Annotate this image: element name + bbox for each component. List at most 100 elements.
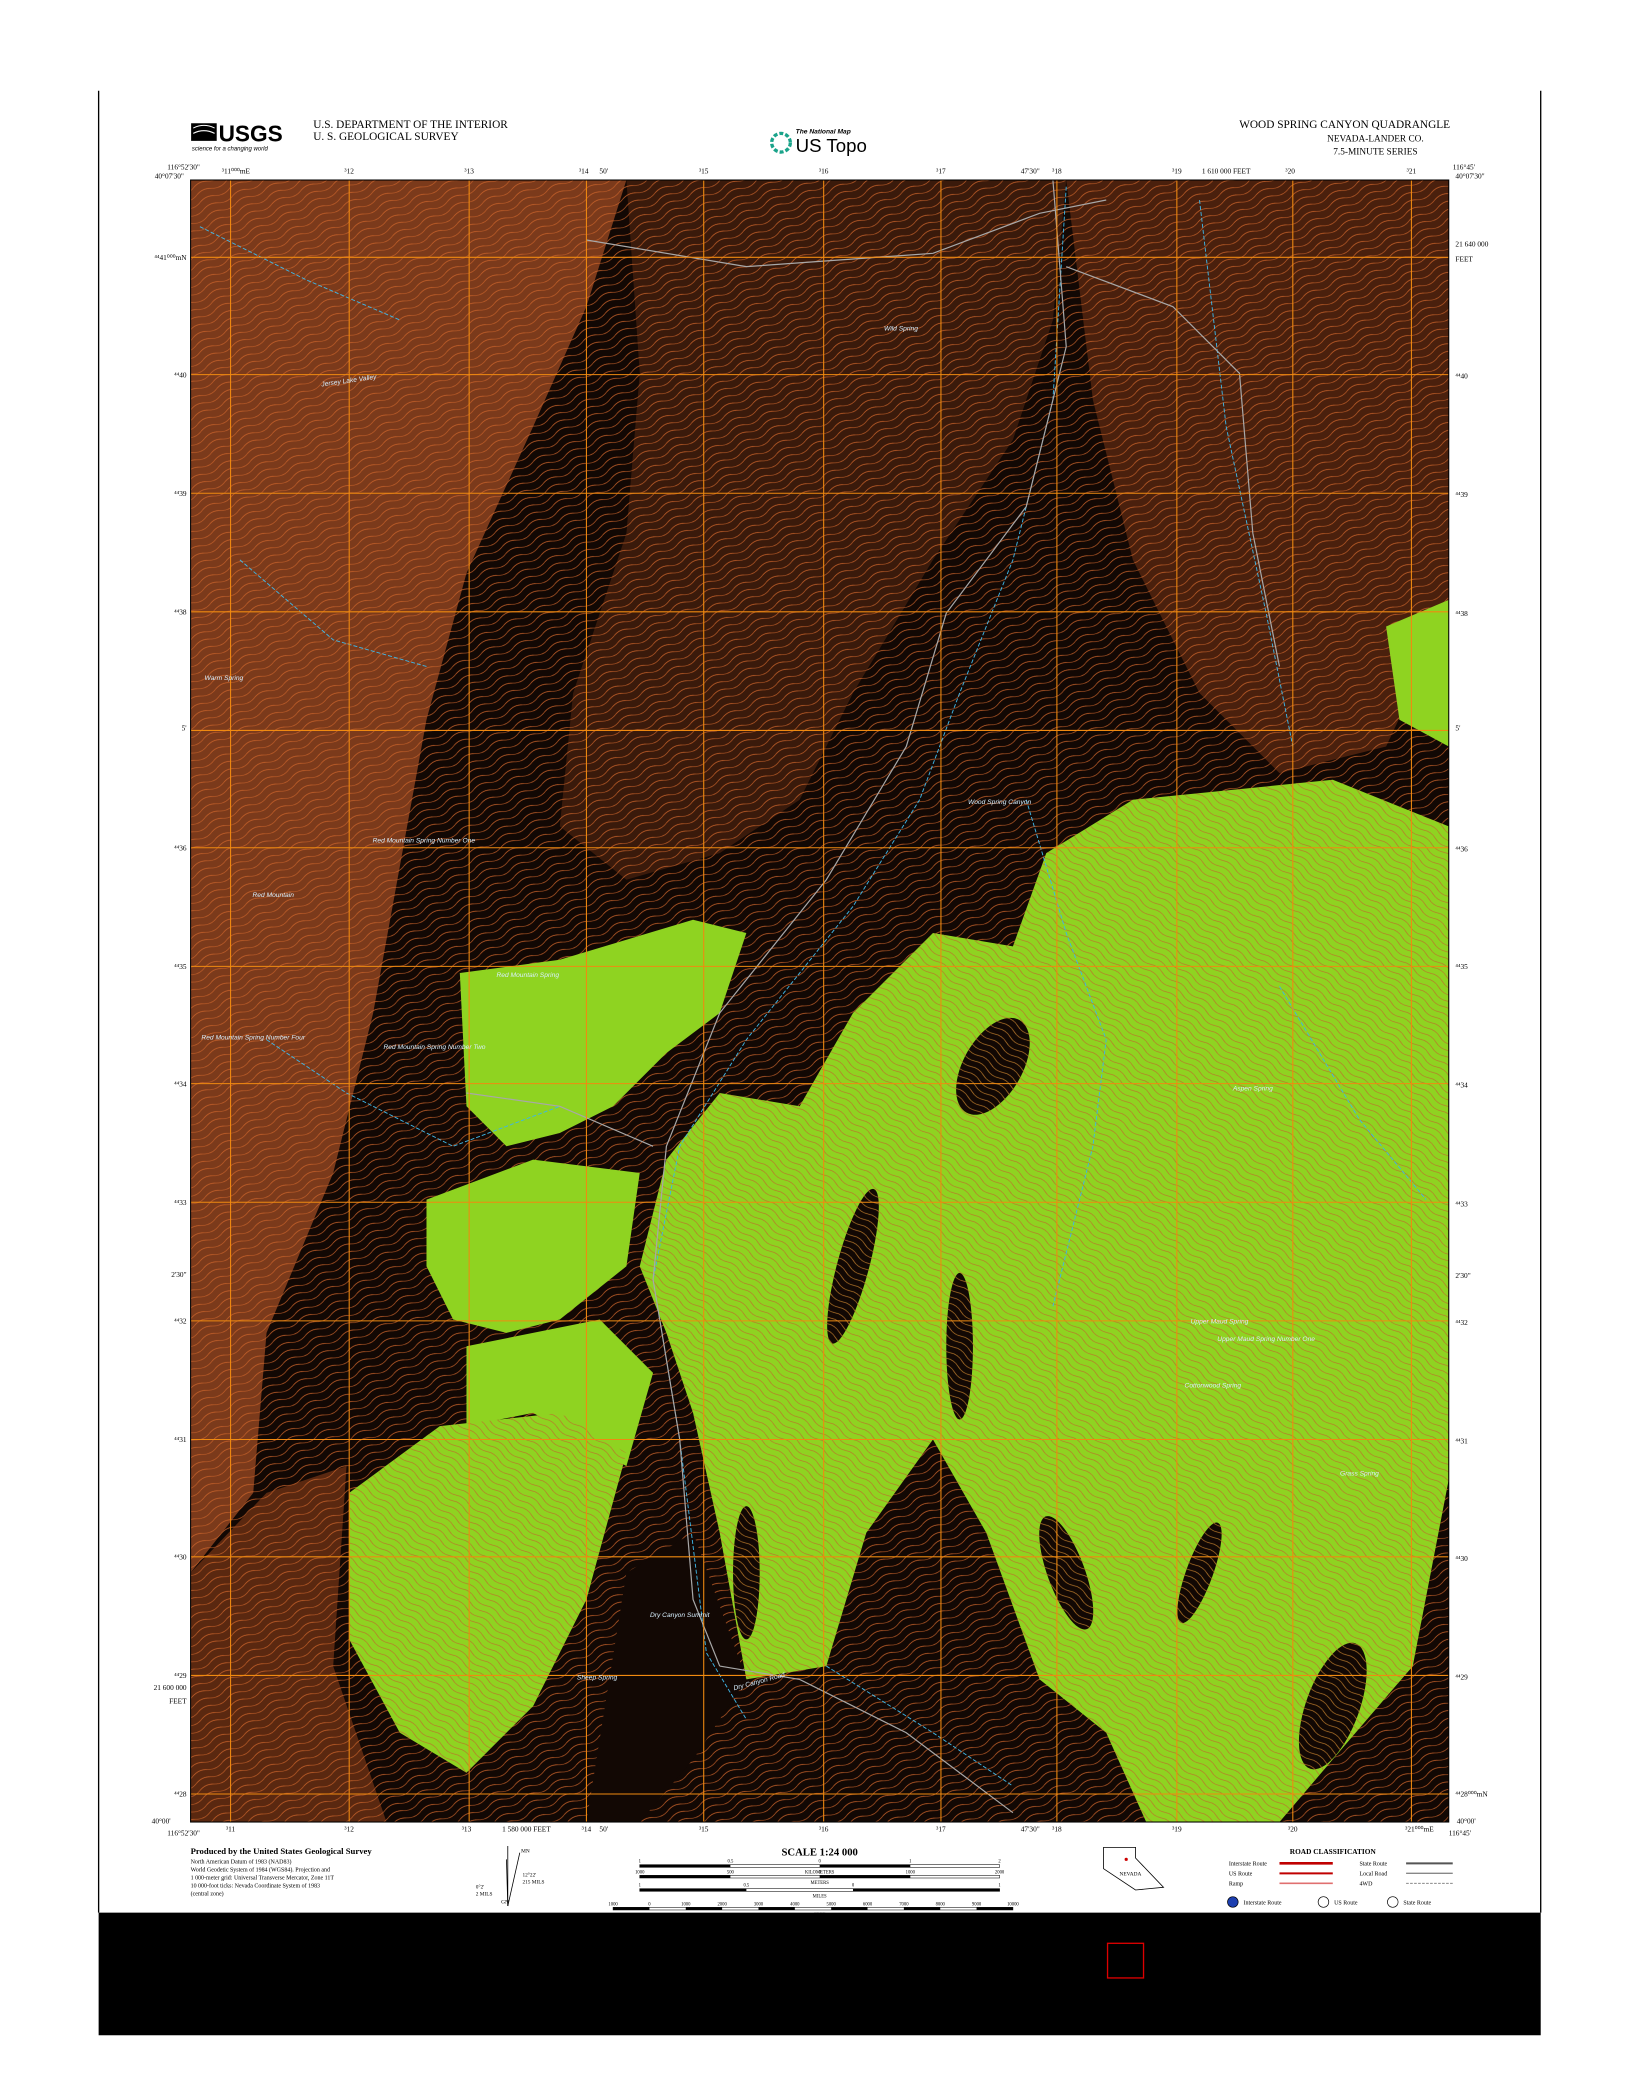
place-name: Upper Maud Spring Number One [1217, 1336, 1315, 1343]
neatline [190, 179, 1450, 1823]
credit: World Geodetic System of 1984 (WGS84). P… [191, 1866, 330, 1873]
us-topo-logo: The National Map US Topo [770, 128, 867, 156]
grid-label: ⁴⁴35 [1455, 962, 1468, 971]
scale-tick: 0.5 [727, 1860, 733, 1865]
grid-label: ³19 [1172, 166, 1182, 175]
quad-title: WOOD SPRING CANYON QUADRANGLE [1239, 119, 1450, 131]
grid-label: ⁴⁴41⁰⁰⁰mN [154, 253, 187, 262]
corner-coordinate: 40°07'30" [1455, 172, 1484, 181]
place-name: Wood Spring Canyon [968, 799, 1032, 806]
grid-label: ⁴⁴31 [1455, 1437, 1468, 1446]
grid-label: 21 640 000 [1455, 240, 1488, 249]
road-class: Ramp [1229, 1881, 1243, 1887]
grid-label: ⁴⁴32 [1455, 1318, 1468, 1327]
declination-label: 215 MILS [522, 1879, 544, 1885]
road-class: Local Road [1359, 1871, 1387, 1877]
grid-label: ³12 [344, 166, 354, 175]
scale-bar-fill [852, 1888, 1000, 1892]
grid-label: FEET [1455, 254, 1473, 263]
scale-tick: 5000 [827, 1902, 837, 1907]
scale-bar-fill [903, 1907, 941, 1910]
place-name: Grass Spring [1340, 1470, 1379, 1477]
route-shield [1317, 1896, 1330, 1908]
scale-tick: 0 [648, 1902, 651, 1907]
grid-label: ⁴⁴39 [174, 489, 187, 498]
road-class: US Route [1229, 1871, 1253, 1877]
place-name: Red Mountain [252, 892, 294, 899]
credit: 1 000-meter grid: Universal Transverse M… [191, 1875, 335, 1881]
place-name: Upper Maud Spring [1191, 1319, 1249, 1326]
scale-tick: 6000 [863, 1902, 873, 1907]
usgs-logo: USGS science for a changing world [190, 120, 283, 153]
map-body [190, 180, 1449, 1823]
declination-label: 0°2' [476, 1884, 484, 1891]
scale-bar-fill [685, 1907, 723, 1910]
place-name: Sheep Spring [577, 1674, 618, 1681]
route-shield-label: Interstate Route [1243, 1901, 1281, 1907]
declination-label: MN [521, 1849, 530, 1855]
grid-label: 1 610 000 FEET [1202, 166, 1251, 175]
route-shield-label: US Route [1334, 1901, 1358, 1907]
scale-tick: 1000 [635, 1870, 645, 1875]
scale-bar-fill [639, 1888, 747, 1892]
corner-coordinate: 116°45' [1449, 1828, 1472, 1837]
grid-label: ⁴⁴40 [1455, 372, 1468, 381]
place-name: Red Mountain Spring Number Four [201, 1035, 305, 1042]
scale-tick: 2000 [995, 1870, 1005, 1875]
credit: Produced by the United States Geological… [191, 1846, 373, 1856]
logo-text: USGS [219, 120, 283, 146]
grid-label: 5' [182, 723, 188, 732]
scale-unit: KILOMETERS [805, 1870, 835, 1875]
road-class: Interstate Route [1229, 1861, 1267, 1867]
scale-tick: 4000 [790, 1902, 800, 1907]
scale-tick: 0 [819, 1870, 822, 1875]
route-shield [1227, 1896, 1239, 1908]
county: NEVADA-LANDER CO. [1327, 134, 1424, 144]
scale-bar-fill [976, 1907, 1013, 1910]
grid-label: ⁴⁴38 [1455, 609, 1468, 618]
scale-tick: 8000 [936, 1902, 946, 1907]
grid-label: ⁴⁴33 [174, 1198, 187, 1207]
scale-tick: 9000 [972, 1902, 982, 1907]
grid-label: 21 600 000 [154, 1683, 187, 1692]
place-name: Red Mountain Spring Number Two [383, 1044, 485, 1051]
scale-bar-fill [758, 1907, 795, 1910]
national-map: The National Map [796, 128, 851, 135]
route-shield [1387, 1896, 1399, 1908]
scale-title: SCALE 1:24 000 [781, 1847, 857, 1858]
grid-label: ⁴⁴36 [1455, 845, 1468, 854]
declination-label: 2 MILS [476, 1891, 493, 1897]
grid-label: ³14 [582, 1824, 592, 1833]
scale-bar-fill [639, 1875, 731, 1878]
declination-label: GN [501, 1899, 509, 1905]
streams [199, 186, 1427, 1787]
grid-label: ³18 [1052, 166, 1062, 175]
grid-label: ³20 [1285, 166, 1295, 175]
scale-tick: 0 [819, 1860, 822, 1865]
grid [190, 180, 1449, 1823]
scale-bar-fill [639, 1864, 731, 1868]
scale-tick: 1 [998, 1884, 1001, 1889]
grid-label: ³17 [936, 1824, 946, 1833]
grid-label: 2'30" [171, 1270, 186, 1279]
corner-coordinate: 40°07'30" [155, 172, 184, 181]
grid-label: ³19 [1172, 1824, 1182, 1833]
grid-label: ⁴⁴39 [1455, 490, 1468, 499]
scale-unit: METERS [810, 1881, 829, 1886]
grid-label: ⁴⁴33 [1455, 1199, 1468, 1208]
grid-label: ³21 [1407, 166, 1417, 175]
place-name: Cottonwood Spring [1185, 1383, 1242, 1390]
place-name: Aspen Spring [1232, 1085, 1273, 1092]
grid-label: ³18 [1052, 1824, 1062, 1833]
scale-bar-fill [819, 1875, 911, 1878]
place-name: Warm Spring [205, 675, 244, 682]
credit: North American Datum of 1983 (NAD83) [191, 1858, 292, 1865]
corner-coordinate: 116°45' [1453, 162, 1476, 171]
credit: (central zone) [191, 1890, 224, 1897]
scale-tick: 2 [998, 1860, 1001, 1865]
scale-tick: 1000 [906, 1870, 916, 1875]
us-topo: US Topo [796, 135, 867, 156]
grid-label: ⁴⁴29 [1455, 1672, 1468, 1681]
